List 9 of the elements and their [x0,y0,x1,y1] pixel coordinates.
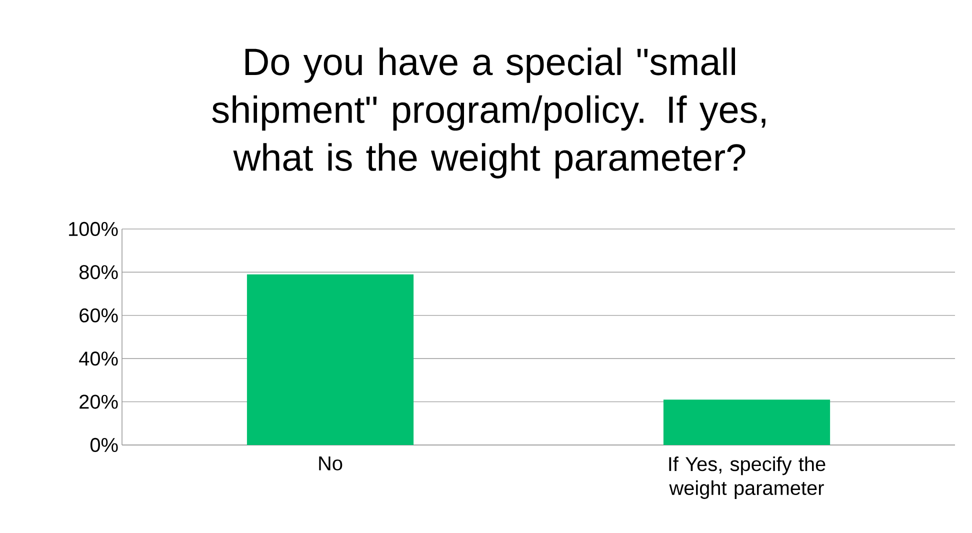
y-tick-label: 100% [69,222,118,236]
y-tick-label: 40% [79,352,118,366]
x-tick-label: No [319,456,342,470]
y-tick-label: 0% [90,438,118,452]
y-tick-label: 80% [79,265,118,280]
y-tick-label: 20% [80,394,118,409]
chart-title: Do you have a special "small shipment" program/policy. If yes, what is the weight parameter? [212,48,766,178]
y-tick-label: 60% [80,308,118,322]
x-tick-label: If Yes, specify the weight parameter [669,456,826,499]
